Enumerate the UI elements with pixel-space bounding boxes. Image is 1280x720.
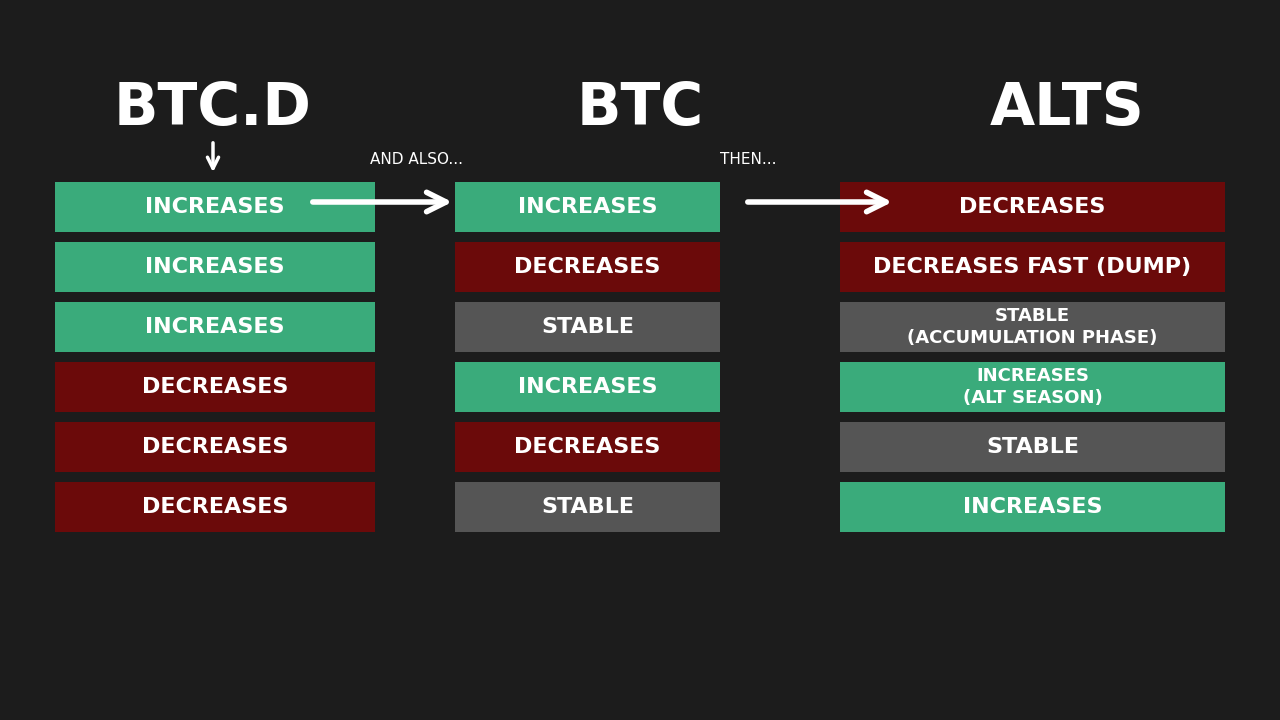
Bar [840, 182, 1225, 232]
Text: DECREASES: DECREASES [515, 437, 660, 457]
Text: THEN...: THEN... [719, 153, 777, 168]
Bar [55, 482, 375, 532]
Bar [454, 242, 719, 292]
Bar [55, 182, 375, 232]
Text: INCREASES: INCREASES [517, 377, 657, 397]
Text: STABLE: STABLE [541, 317, 634, 337]
Bar [840, 302, 1225, 352]
Text: INCREASES: INCREASES [145, 317, 284, 337]
Bar [840, 422, 1225, 472]
Text: STABLE
(ACCUMULATION PHASE): STABLE (ACCUMULATION PHASE) [908, 307, 1157, 347]
Bar [55, 242, 375, 292]
Text: DECREASES: DECREASES [142, 497, 288, 517]
Text: AND ALSO...: AND ALSO... [370, 153, 463, 168]
Text: DECREASES: DECREASES [142, 437, 288, 457]
Bar [840, 362, 1225, 412]
Text: INCREASES: INCREASES [145, 257, 284, 277]
Text: BTC.D: BTC.D [114, 79, 312, 137]
Bar [840, 482, 1225, 532]
Text: STABLE: STABLE [541, 497, 634, 517]
Text: DECREASES FAST (DUMP): DECREASES FAST (DUMP) [873, 257, 1192, 277]
Text: INCREASES: INCREASES [963, 497, 1102, 517]
Text: DECREASES: DECREASES [142, 377, 288, 397]
Text: INCREASES: INCREASES [145, 197, 284, 217]
Text: DECREASES: DECREASES [515, 257, 660, 277]
Bar [55, 302, 375, 352]
Bar [454, 482, 719, 532]
Bar [454, 362, 719, 412]
Bar [454, 422, 719, 472]
Text: STABLE: STABLE [986, 437, 1079, 457]
Bar [840, 242, 1225, 292]
Text: BTC: BTC [576, 79, 704, 137]
Text: INCREASES
(ALT SEASON): INCREASES (ALT SEASON) [963, 367, 1102, 407]
Text: ALTS: ALTS [989, 79, 1144, 137]
Bar [55, 422, 375, 472]
Bar [454, 182, 719, 232]
Bar [454, 302, 719, 352]
Text: DECREASES: DECREASES [959, 197, 1106, 217]
Text: INCREASES: INCREASES [517, 197, 657, 217]
Bar [55, 362, 375, 412]
